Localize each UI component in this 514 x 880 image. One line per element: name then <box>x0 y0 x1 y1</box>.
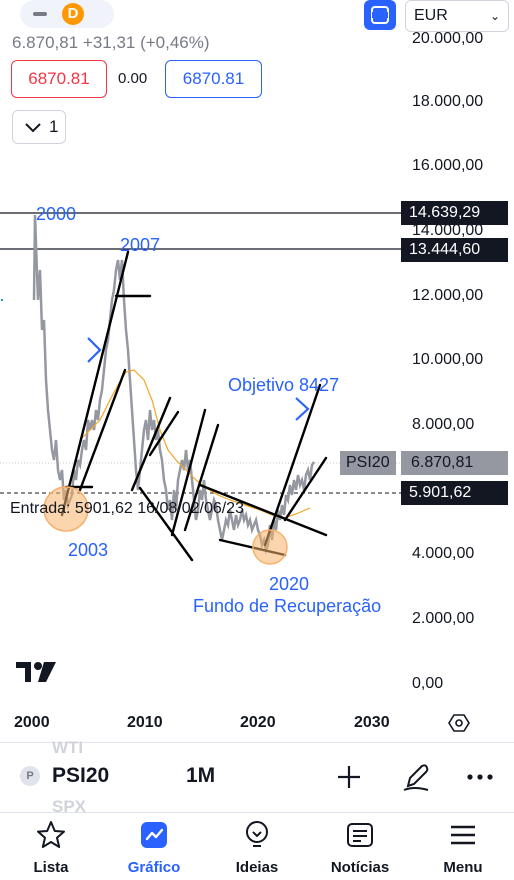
tradingview-logo-icon <box>16 662 56 682</box>
label-recovery: Fundo de Recuperação <box>193 596 382 616</box>
news-icon <box>347 823 373 847</box>
nav-label: Menu <box>443 859 483 876</box>
price-label-high-2007: 13.444,60 <box>401 238 508 262</box>
nav-menu[interactable]: Menu <box>413 820 513 876</box>
nav-ideias[interactable]: Ideias <box>207 820 307 876</box>
arrow-objective-icon <box>295 397 310 421</box>
chevron-down-icon <box>25 123 41 133</box>
plus-icon[interactable] <box>336 764 362 790</box>
price-tick: 0,00 <box>412 675 444 692</box>
symbol-price-tag: PSI20 <box>340 451 396 475</box>
spread-value: 0.00 <box>118 70 148 87</box>
label-2003: 2003 <box>68 540 109 560</box>
label-2020: 2020 <box>269 574 310 594</box>
price-tick: 10.000,00 <box>412 351 484 368</box>
time-tick: 2000 <box>14 714 50 731</box>
symbol-dot: P <box>20 766 40 786</box>
minus-icon <box>33 12 47 16</box>
quantity-selector[interactable]: 1 <box>12 110 66 144</box>
nav-lista[interactable]: Lista <box>1 820 101 876</box>
currency-select[interactable]: EUR ⌄ <box>405 0 509 32</box>
bottom-2003-circle[interactable] <box>43 486 89 532</box>
price-tick: 14.000,00 <box>412 222 484 239</box>
entry-annotation: Entrada: 5901,62 16/08/02/06/23 <box>10 500 244 517</box>
price-tick: 20.000,00 <box>412 30 484 47</box>
ghost-symbol-next: SPX <box>52 797 87 816</box>
data-source-badge: D <box>62 3 84 25</box>
ellipsis-icon[interactable] <box>466 772 494 782</box>
nav-grafico[interactable]: Gráfico <box>104 820 204 876</box>
symbol-name[interactable]: PSI20 <box>52 764 110 787</box>
bottom-2020-circle[interactable] <box>252 529 288 565</box>
label-2000: 2000 <box>36 204 77 224</box>
price-tick: 2.000,00 <box>412 610 475 627</box>
price-tick: 16.000,00 <box>412 157 484 174</box>
buy-button[interactable]: 6870.81 <box>165 60 262 98</box>
quote-summary: 6.870,81 +31,31 (+0,46%) <box>12 33 210 52</box>
entry-price-label: 5.901,62 <box>401 481 508 505</box>
label-objective: Objetivo 8427 <box>228 375 340 395</box>
chevron-down-icon: ⌄ <box>489 9 500 23</box>
nav-label: Ideias <box>235 859 279 876</box>
label-2007: 2007 <box>120 235 161 255</box>
lightbulb-icon <box>246 821 268 847</box>
price-tick: 12.000,00 <box>412 287 484 304</box>
last-price-label: 6.870,81 <box>401 451 508 475</box>
price-tick: 18.000,00 <box>412 93 484 110</box>
interval-button[interactable]: 1M <box>186 764 216 787</box>
chart-type-toggle[interactable]: D <box>20 0 114 28</box>
price-tick: 4.000,00 <box>412 545 475 562</box>
arrow-2003-icon <box>87 337 102 363</box>
time-tick: 2020 <box>240 714 276 731</box>
chart-icon <box>141 822 167 848</box>
chart-canvas[interactable] <box>0 0 514 740</box>
price-label-high-2000: 14.639,29 <box>401 201 508 225</box>
price-tick: 8.000,00 <box>412 416 475 433</box>
menu-icon <box>451 825 475 845</box>
star-icon <box>37 821 65 848</box>
time-tick: 2010 <box>127 714 163 731</box>
nav-noticias[interactable]: Notícias <box>310 820 410 876</box>
nav-label: Lista <box>33 859 69 876</box>
fullscreen-button[interactable] <box>364 0 396 30</box>
currency-value: EUR <box>414 7 448 24</box>
pen-icon[interactable] <box>400 760 432 792</box>
fullscreen-icon <box>371 6 389 24</box>
time-tick: 2030 <box>354 714 390 731</box>
quantity-value: 1 <box>49 117 59 136</box>
divider <box>0 742 514 743</box>
sell-button[interactable]: 6870.81 <box>11 60 107 98</box>
nav-label: Notícias <box>330 859 390 876</box>
ghost-symbol-prev: WTI <box>52 738 84 757</box>
nav-label: Gráfico <box>127 859 181 876</box>
divider <box>0 812 514 813</box>
hexagon-settings-icon[interactable] <box>448 712 470 734</box>
